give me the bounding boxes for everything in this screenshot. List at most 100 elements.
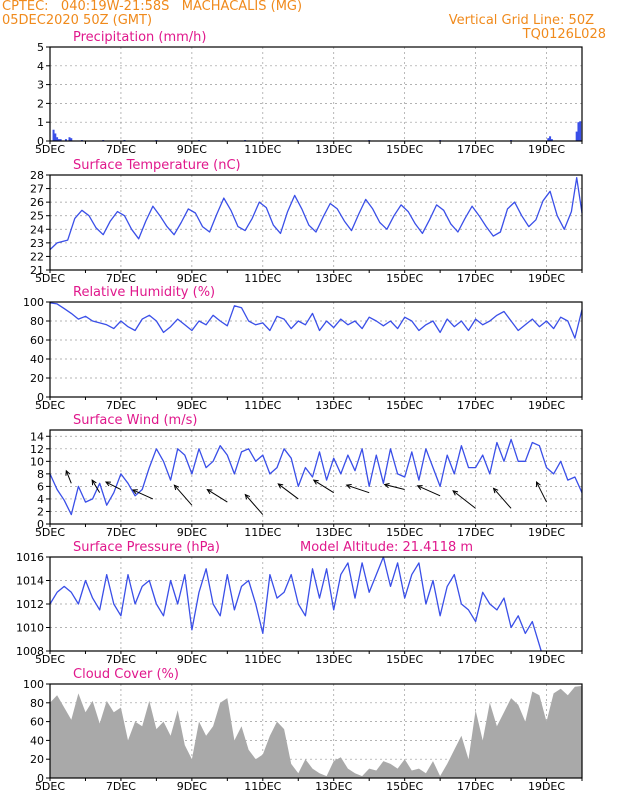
y-tick-label: 40 (30, 353, 44, 366)
y-tick-label: 0 (37, 391, 44, 404)
model-altitude-label: Model Altitude: 21.4118 m (300, 540, 473, 555)
wind-vector (536, 481, 547, 503)
y-tick-label: 10 (30, 455, 44, 468)
x-tick-label: 11DEC (244, 399, 281, 412)
wind-vector (346, 484, 370, 494)
y-tick-label: 12 (30, 443, 44, 456)
precip-bar (56, 137, 59, 141)
wind-vector-head (65, 469, 71, 476)
precip-bar (70, 138, 73, 141)
precip-bar (64, 139, 67, 141)
x-tick-label: 9DEC (177, 143, 207, 156)
y-tick-label: 1014 (16, 575, 44, 588)
x-tick-label: 19DEC (528, 653, 565, 666)
wind-vector (452, 490, 476, 509)
wind-vector (207, 489, 228, 503)
x-tick-label: 19DEC (528, 526, 565, 539)
y-tick-label: 0 (37, 518, 44, 531)
cloud-cover-area (50, 685, 582, 778)
y-tick-label: 0 (37, 772, 44, 785)
wind-vector (132, 489, 154, 500)
x-tick-label: 11DEC (244, 653, 281, 666)
x-tick-label: 11DEC (244, 780, 281, 793)
panel-title: Surface Temperature (nC) (73, 158, 241, 173)
vertical-grid-label: Vertical Grid Line: 50Z (448, 13, 594, 28)
x-tick-label: 13DEC (315, 143, 352, 156)
y-tick-label: 1016 (16, 551, 44, 564)
y-tick-label: 4 (37, 60, 44, 73)
y-tick-label: 26 (30, 196, 44, 209)
panel-frame (49, 301, 583, 398)
wind-vector-head (131, 489, 138, 495)
wind-vector (105, 481, 122, 490)
x-tick-label: 13DEC (315, 780, 352, 793)
precip-bar (579, 121, 582, 141)
y-tick-label: 80 (30, 315, 44, 328)
panel-title: Cloud Cover (%) (73, 667, 179, 682)
panel-frame (49, 683, 583, 779)
precip-bar (54, 133, 57, 141)
precip-bar (68, 137, 71, 141)
temp-line (49, 177, 583, 251)
y-tick-label: 1 (37, 116, 44, 129)
y-tick-label: 22 (30, 250, 44, 263)
x-tick-label: 9DEC (177, 780, 207, 793)
panel-title: Surface Pressure (hPa) (73, 540, 220, 555)
y-tick-label: 8 (37, 468, 44, 481)
wind-vector-head (104, 481, 111, 487)
y-tick-label: 27 (30, 183, 44, 196)
panel-title: Relative Humidity (%) (73, 285, 215, 300)
x-tick-label: 5DEC (35, 526, 65, 539)
precip-bar (550, 139, 553, 141)
x-tick-label: 7DEC (106, 143, 136, 156)
x-tick-label: 13DEC (315, 526, 352, 539)
wind-vector-head (312, 479, 319, 485)
wind-vector-head (492, 487, 499, 494)
x-tick-label: 15DEC (386, 526, 423, 539)
wind-vector (384, 484, 405, 491)
y-tick-label: 4 (37, 493, 44, 506)
x-tick-label: 15DEC (386, 780, 423, 793)
y-tick-label: 3 (37, 79, 44, 92)
wind-vector-head (416, 485, 423, 490)
wind-line (49, 438, 583, 516)
y-tick-label: 1012 (16, 598, 44, 611)
y-tick-label: 100 (23, 678, 44, 691)
x-tick-label: 17DEC (457, 526, 494, 539)
panel-frame (49, 174, 583, 271)
precip-bar (549, 136, 552, 141)
x-tick-label: 19DEC (528, 272, 565, 285)
y-tick-label: 100 (23, 296, 44, 309)
x-tick-label: 5DEC (35, 780, 65, 793)
x-tick-label: 11DEC (244, 272, 281, 285)
y-tick-label: 24 (30, 223, 44, 236)
panel-frame (49, 429, 583, 525)
panel-pressure (46, 556, 583, 654)
y-tick-label: 21 (30, 264, 44, 277)
x-tick-label: 19DEC (528, 780, 565, 793)
panel-title: Surface Wind (m/s) (73, 413, 197, 428)
x-tick-label: 19DEC (528, 143, 565, 156)
panel-title: Precipitation (mm/h) (73, 30, 206, 45)
x-tick-label: 17DEC (457, 653, 494, 666)
wind-vector-head (277, 483, 284, 489)
wind-vector-head (452, 490, 459, 496)
y-tick-label: 2 (37, 505, 44, 518)
wind-vector-head (244, 493, 251, 500)
x-tick-label: 17DEC (457, 272, 494, 285)
x-tick-label: 15DEC (386, 143, 423, 156)
model-code: TQ0126L028 (522, 27, 606, 42)
panel-rh (46, 301, 583, 400)
precip-bar (59, 139, 62, 141)
x-tick-label: 11DEC (244, 143, 281, 156)
wind-vector-head (383, 483, 390, 489)
y-tick-label: 20 (30, 372, 44, 385)
x-tick-label: 9DEC (177, 526, 207, 539)
wind-vector (91, 479, 101, 493)
y-tick-label: 2 (37, 97, 44, 110)
x-tick-label: 5DEC (35, 399, 65, 412)
x-tick-label: 9DEC (177, 653, 207, 666)
y-tick-label: 80 (30, 697, 44, 710)
wind-vector (244, 494, 264, 515)
x-tick-label: 13DEC (315, 272, 352, 285)
